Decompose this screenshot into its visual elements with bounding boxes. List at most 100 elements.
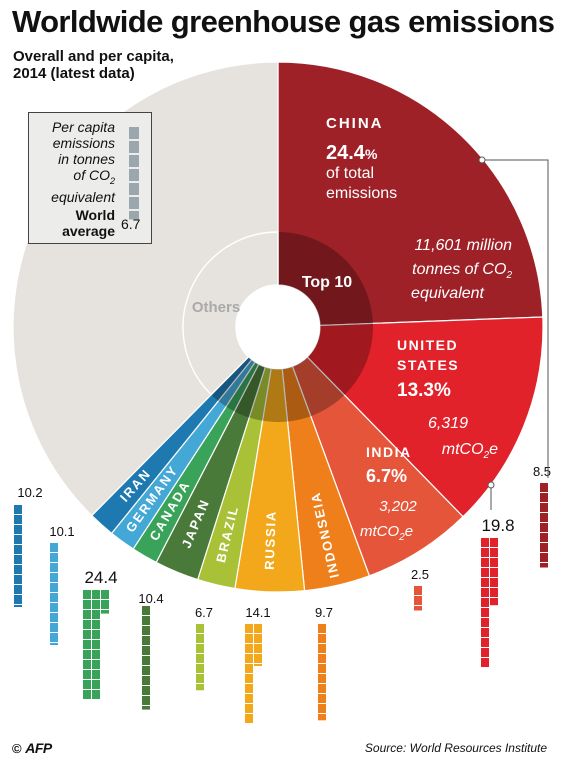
bar-japan-cell — [142, 666, 150, 675]
bar-canada-cell — [92, 640, 100, 649]
bar-japan-cell — [142, 696, 150, 705]
bar-iran-cell — [14, 555, 22, 564]
value-united-states: 19.8 — [481, 516, 514, 535]
bar-united-states-cell — [481, 538, 489, 547]
legend-bar-cell — [129, 197, 139, 209]
page-title: Worldwide greenhouse gas emissions — [12, 4, 555, 39]
bar-united-states-cell — [481, 658, 489, 667]
bar-united-states-cell — [490, 538, 498, 547]
bar-russia-cell — [245, 684, 253, 693]
bar-germany-cell — [50, 613, 58, 622]
legend-subscript: 2 — [109, 175, 115, 186]
china-name: CHINA — [326, 115, 384, 132]
bar-canada-cell — [92, 650, 100, 659]
bar-iran-cell — [14, 595, 22, 604]
bar-brazil-cell — [196, 664, 204, 673]
china-share: 24.4% — [326, 142, 378, 164]
bar-indonseia-cell — [318, 694, 326, 703]
india-detail-1: 3,202 — [379, 498, 417, 515]
china-detail-2: tonnes of CO2 — [412, 261, 512, 281]
legend-line-2: emissions — [52, 135, 115, 151]
bar-brazil-cell-partial — [196, 684, 204, 691]
bar-china-cell — [540, 483, 548, 492]
bar-united-states-cell — [490, 578, 498, 587]
bar-indonseia-cell — [318, 624, 326, 633]
bar-japan-cell — [142, 606, 150, 615]
bar-canada-cell-partial — [101, 610, 109, 614]
bar-brazil-cell — [196, 654, 204, 663]
china-leader-line — [482, 159, 549, 478]
value-brazil: 6.7 — [195, 605, 213, 620]
us-name-1: UNITED — [397, 337, 458, 353]
value-russia: 14.1 — [245, 605, 270, 620]
inner-ring-layer — [182, 231, 373, 422]
bar-iran-cell — [14, 535, 22, 544]
bar-japan — [142, 606, 150, 710]
bar-japan-cell-partial — [142, 706, 150, 710]
bar-russia — [245, 624, 262, 723]
bar-japan-cell — [142, 686, 150, 695]
bar-indonseia-cell — [318, 664, 326, 673]
bar-china — [540, 483, 548, 568]
bar-china-cell — [540, 553, 548, 562]
legend-bar-cell — [129, 169, 139, 181]
subtitle-line-2: 2014 (latest data) — [13, 65, 135, 82]
bar-indonseia-cell — [318, 644, 326, 653]
bar-iran-cell — [14, 585, 22, 594]
value-germany: 10.1 — [49, 524, 74, 539]
bar-russia-cell — [245, 674, 253, 683]
bar-united-states-cell — [481, 648, 489, 657]
bar-canada-cell — [83, 600, 91, 609]
bar-iran — [14, 505, 22, 607]
bar-united-states-cell — [490, 568, 498, 577]
bar-canada-cell — [92, 600, 100, 609]
legend-avg-line-1: World — [75, 207, 115, 223]
value-india: 2.5 — [411, 567, 429, 582]
china-detail-3: equivalent — [411, 285, 485, 302]
bar-japan-cell — [142, 676, 150, 685]
bar-germany-cell — [50, 573, 58, 582]
bar-canada-cell — [101, 600, 109, 609]
bar-germany-cell — [50, 543, 58, 552]
bar-canada-cell — [83, 640, 91, 649]
bar-brazil-cell — [196, 674, 204, 683]
china-detail-1: 11,601 million — [414, 237, 512, 254]
bar-russia-cell — [245, 694, 253, 703]
legend-line-4-text: of CO — [73, 167, 110, 183]
legend-bar-cell — [129, 127, 139, 139]
leader-lines-layer — [478, 156, 549, 510]
bar-brazil-cell — [196, 624, 204, 633]
bar-japan-cell — [142, 646, 150, 655]
india-name: INDIA — [366, 444, 412, 460]
bar-united-states-cell — [490, 548, 498, 557]
bar-united-states-cell — [481, 628, 489, 637]
india-detail-suffix: e — [405, 523, 413, 540]
bar-united-states-cell — [481, 638, 489, 647]
bar-iran-cell — [14, 505, 22, 514]
value-japan: 10.4 — [138, 591, 163, 606]
bar-iran-cell — [14, 575, 22, 584]
bar-china-cell — [540, 523, 548, 532]
bar-india-cell — [414, 596, 422, 605]
bar-united-states-cell — [481, 618, 489, 627]
legend-avg-line-2: average — [62, 223, 115, 239]
bar-canada-cell — [92, 620, 100, 629]
bar-canada-cell — [92, 590, 100, 599]
china-share-unit: % — [365, 146, 378, 162]
bar-russia-cell — [245, 624, 253, 633]
legend-box: Per capita emissions in tonnes of CO2 eq… — [28, 112, 152, 244]
value-indonseia: 9.7 — [315, 605, 333, 620]
bar-japan-cell — [142, 626, 150, 635]
bar-china-cell — [540, 493, 548, 502]
bar-germany-cell — [50, 593, 58, 602]
bar-iran-cell — [14, 515, 22, 524]
slice-layer — [12, 61, 544, 593]
bar-canada-cell — [83, 650, 91, 659]
bar-united-states-cell — [481, 578, 489, 587]
bar-united-states-cell — [490, 588, 498, 597]
bar-china-cell — [540, 513, 548, 522]
legend-line-3: in tonnes — [58, 151, 115, 167]
bar-russia-cell-partial — [254, 664, 262, 666]
bar-russia-cell — [254, 654, 262, 663]
